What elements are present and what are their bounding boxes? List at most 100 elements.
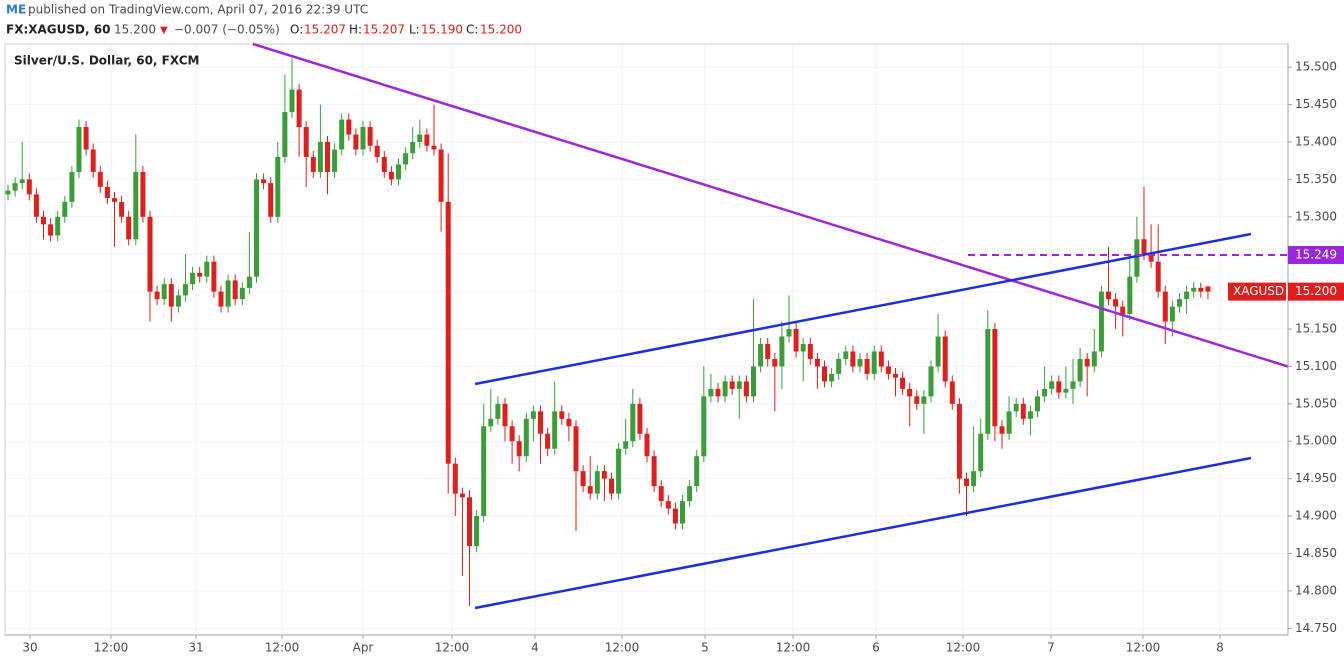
candle-body [261,179,267,184]
candle-body [232,280,238,300]
candle-body [658,486,664,502]
candle-body [665,501,671,509]
candle-body [239,287,245,300]
candle-body [545,433,551,449]
y-tick-label: 14.950 [1295,471,1337,485]
candle-body [48,224,54,236]
price-axis [1288,44,1344,635]
y-tick-label: 15.300 [1295,209,1337,223]
y-tick-label: 15.150 [1295,322,1337,336]
candle-body [69,171,75,202]
x-tick-label: 12:00 [265,641,300,655]
candle-body [793,329,799,352]
channel-upper [474,232,1252,386]
axes: 30 12:00 31 12:00 Apr 12:00 4 12:00 5 12:00 6 12:00… [22,60,1337,655]
candle-body [566,418,572,427]
candle-body [538,411,543,434]
candle-body [644,433,650,457]
candle-body [488,418,494,427]
x-tick-label: 12:00 [1126,641,1161,655]
candle-body [282,112,288,157]
candle-body [175,295,181,307]
symbol-tag-label: XAGUSD [1233,284,1284,298]
candle-body [999,426,1005,434]
candle-body [1063,388,1069,393]
candle-body [516,441,522,457]
candle-body [190,272,196,285]
candle-body [481,426,487,517]
candle-body [1035,396,1040,412]
candle-body [985,329,991,434]
candle-body [19,179,25,184]
candle-body [502,403,508,427]
grid [5,44,1288,635]
x-tick-label: Apr [353,641,374,655]
candle-body [1098,291,1104,352]
candle-body [467,497,472,546]
candle-body [1162,291,1168,322]
candle-body [552,411,558,449]
candle-body [317,142,323,172]
y-tick-label: 15.400 [1295,135,1337,149]
candle-body [530,411,536,419]
candle-body [651,456,657,487]
candle-body [1077,358,1083,382]
candle-body [410,142,416,154]
candle-body [424,134,430,146]
title-bg [8,50,188,70]
candle-body [871,351,877,374]
candle-body [218,291,224,307]
plot-area [4,43,1289,636]
candle-body [296,89,302,128]
candle-body [119,201,125,217]
y-tick-label: 15.450 [1295,97,1337,111]
candle-body [587,486,593,494]
candle-body [33,194,39,217]
candle-body [76,127,82,172]
candle-body [1006,411,1012,434]
candle-body [112,198,117,202]
candle-body [225,280,231,307]
candle-body [1049,381,1055,389]
candle-body [381,156,387,172]
candle-body [751,366,756,397]
candle-body [1042,388,1048,397]
candle-body [580,471,586,487]
candle-body [332,149,338,172]
candle-body [630,403,636,442]
candle-body [5,190,11,195]
candle-body [616,448,622,494]
x-tick-label: 8 [1216,641,1224,655]
candle-body [1177,299,1182,307]
h-value: 15.207 [363,23,405,37]
h-label: H: [349,23,362,37]
candle-body [1169,306,1175,322]
candle-body [1127,276,1133,315]
candle-body [687,486,693,502]
candle-body [736,381,742,389]
candle-body [1091,351,1097,367]
candle-body [609,478,614,494]
candle-body [1113,299,1119,307]
candles [5,58,1211,606]
candle-body [573,426,579,472]
x-tick-label: 7 [1047,641,1055,655]
candle-body [829,373,835,382]
price-tag-label: 15.200 [1295,284,1337,298]
chart-title: Silver/U.S. Dollar, 60, FXCM [14,54,199,68]
candle-body [637,403,643,434]
candle-body [722,381,728,397]
candle-body [168,284,174,307]
channel-lower [474,456,1252,610]
candle-body [893,373,898,378]
candle-body [140,171,146,217]
candle-body [509,426,515,442]
header: ME published on TradingView.com, April 0… [6,3,522,37]
candle-body [623,441,629,449]
candle-body [445,201,451,464]
candle-body [907,388,913,397]
candle-body [1198,287,1204,292]
candle-body [850,351,856,367]
x-tick-label: 5 [701,641,709,655]
candle-body [133,171,139,240]
